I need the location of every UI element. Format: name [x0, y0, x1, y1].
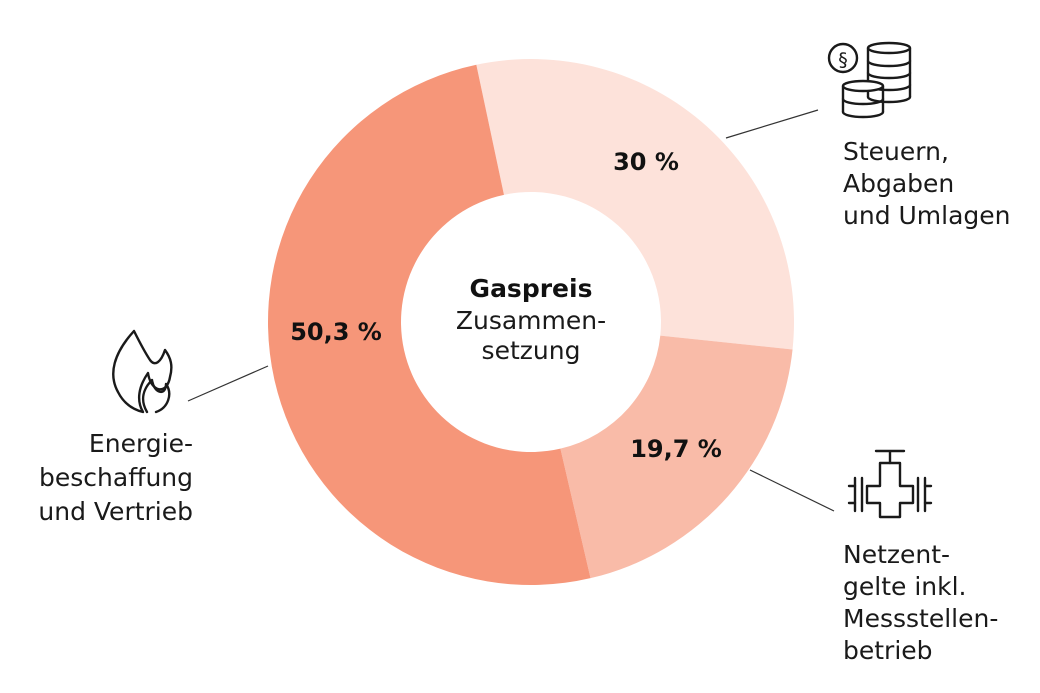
pipe-valve-icon — [847, 449, 933, 519]
center-subtitle-line-2: setzung — [482, 336, 581, 365]
leader-line-steuern — [725, 109, 819, 139]
svg-text:Energie-: Energie- — [89, 429, 193, 458]
slice-energie — [267, 64, 591, 586]
value-label-steuern: 30 % — [613, 148, 679, 176]
svg-text:Messstellen-: Messstellen- — [843, 604, 998, 633]
value-label-netzentgelte: 19,7 % — [630, 435, 722, 463]
svg-text:und Umlagen: und Umlagen — [843, 201, 1011, 230]
donut-slices — [267, 58, 794, 586]
leader-line-energie — [187, 365, 269, 402]
svg-text:Netzent-: Netzent- — [843, 540, 950, 569]
flame-icon — [112, 329, 173, 414]
svg-text:Abgaben: Abgaben — [843, 169, 954, 198]
svg-text:§: § — [838, 49, 848, 71]
leader-line-netzentgelte — [749, 469, 835, 512]
svg-text:beschaffung: beschaffung — [39, 463, 193, 492]
label-energie: Energie- beschaffung und Vertrieb — [38, 429, 193, 526]
svg-text:Steuern,: Steuern, — [843, 137, 949, 166]
value-label-energie: 50,3 % — [290, 318, 382, 346]
label-netzentgelte: Netzent- gelte inkl. Messstellen- betrie… — [843, 540, 998, 665]
svg-text:betrieb: betrieb — [843, 636, 933, 665]
slice-netzentgelte — [560, 335, 793, 579]
center-title: Gaspreis — [470, 274, 593, 303]
slice-steuern — [476, 58, 794, 350]
coins-tax-icon: § — [827, 41, 912, 119]
center-subtitle-line-1: Zusammen- — [456, 306, 606, 335]
svg-text:gelte inkl.: gelte inkl. — [843, 572, 967, 601]
svg-text:und Vertrieb: und Vertrieb — [38, 497, 193, 526]
label-steuern: Steuern, Abgaben und Umlagen — [843, 137, 1011, 230]
